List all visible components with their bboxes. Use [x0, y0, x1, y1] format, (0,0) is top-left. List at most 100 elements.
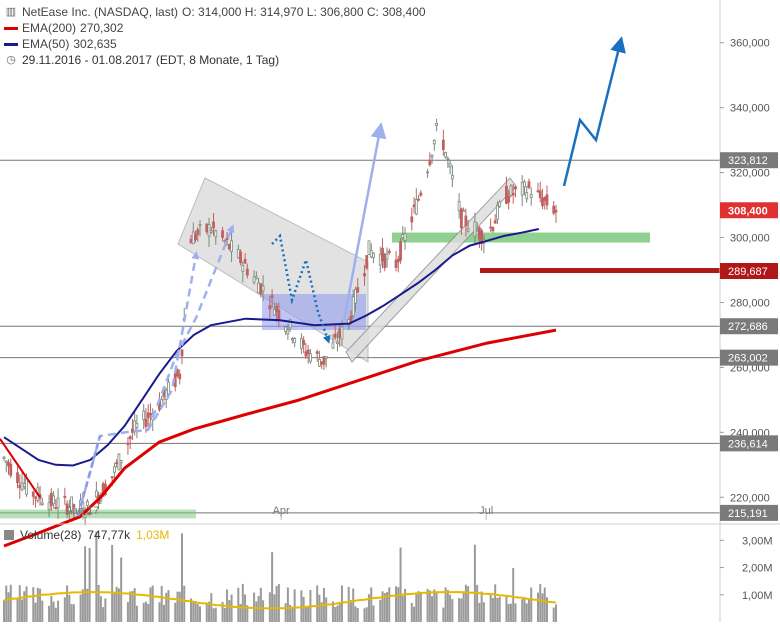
candle-body — [462, 210, 466, 212]
clock-icon: ◷ — [6, 54, 16, 66]
y-tick-label: 220,000 — [730, 492, 770, 504]
volume-bar — [9, 584, 12, 622]
volume-bar — [210, 593, 213, 622]
volume-bar — [381, 591, 384, 622]
candle-body — [4, 460, 8, 463]
volume-bar — [16, 599, 19, 622]
volume-bar — [277, 584, 280, 622]
volume-bar — [304, 607, 307, 622]
volume-bar — [325, 597, 328, 622]
candle-body — [545, 194, 549, 206]
downtrend-line — [0, 438, 41, 498]
volume-bar — [41, 600, 44, 622]
candle-body — [293, 337, 297, 343]
candle-body — [288, 319, 292, 329]
volume-bar — [84, 546, 87, 622]
support-zone — [392, 232, 650, 243]
candle-body — [394, 259, 398, 268]
volume-bar — [149, 587, 152, 622]
volume-bar — [379, 599, 382, 622]
candle-body — [72, 504, 76, 508]
candle-body — [491, 227, 495, 232]
volume-bar — [50, 595, 53, 622]
candle-body — [363, 273, 366, 277]
volume-bar — [356, 607, 359, 622]
volume-bar — [190, 598, 193, 622]
period-detail: (EDT, 8 Monate, 1 Tag) — [155, 53, 280, 67]
volume-bar — [144, 601, 147, 622]
candle-body — [164, 389, 168, 400]
candle-body — [552, 205, 556, 214]
candle-body — [496, 205, 499, 220]
candle-body — [85, 501, 89, 506]
volume-bar — [433, 589, 436, 622]
y-tick-label: 300,000 — [730, 233, 770, 245]
volume-bar — [275, 585, 278, 622]
candle-body — [387, 250, 391, 253]
ema50-swatch — [4, 42, 18, 46]
volume-bar — [54, 607, 57, 622]
legend-ema200-row[interactable]: EMA(200) 270,302 — [4, 20, 426, 36]
candle-body — [527, 181, 531, 188]
candle-body — [498, 201, 502, 207]
volume-bar — [482, 602, 485, 622]
candle-body — [396, 258, 400, 263]
candle-body — [448, 163, 452, 168]
volume-bar — [451, 599, 454, 622]
y-tick-label: 320,000 — [730, 168, 770, 180]
candle-body — [22, 483, 26, 487]
volume-bar — [239, 603, 242, 622]
volume-value: 747,77k — [87, 528, 131, 542]
candle-body — [351, 296, 355, 317]
volume-bar — [491, 598, 494, 622]
volume-bar — [48, 605, 51, 622]
volume-bar — [338, 603, 341, 622]
volume-bar — [367, 594, 370, 622]
volume-bar — [496, 597, 499, 622]
candle-body — [2, 456, 6, 459]
arrow-layer — [76, 36, 626, 517]
candle-body — [209, 230, 213, 233]
candle-body — [142, 410, 146, 421]
volume-bar — [18, 585, 21, 622]
candle-body — [475, 229, 479, 232]
volume-bar — [530, 587, 533, 622]
volume-bar — [397, 587, 400, 622]
candle-body — [525, 192, 529, 200]
volume-bar — [262, 600, 265, 622]
level-label: 215,191 — [728, 508, 768, 520]
level-label: 272,686 — [728, 321, 768, 333]
candle-body — [385, 253, 389, 260]
candle-body — [336, 341, 339, 344]
candle-layer — [2, 118, 558, 526]
projection-wave-1 — [76, 251, 200, 517]
volume-bar — [284, 603, 287, 622]
volume-bar — [370, 587, 373, 622]
volume-bar — [199, 606, 202, 622]
candle-body — [523, 181, 526, 188]
volume-bar — [39, 588, 42, 622]
volume-bar — [36, 587, 39, 622]
ema200-swatch — [4, 26, 18, 30]
volume-bar — [363, 608, 366, 622]
ema50-label: EMA(50) — [22, 37, 70, 51]
volume-bar — [117, 588, 120, 622]
candle-body — [372, 252, 375, 258]
volume-bar — [302, 596, 305, 622]
volume-bar — [401, 595, 404, 622]
candle-body — [144, 418, 148, 427]
candle-body — [47, 502, 51, 511]
volume-bar — [241, 583, 244, 622]
candle-body — [318, 358, 321, 367]
legend-ema50-row[interactable]: EMA(50) 302,635 — [4, 36, 426, 52]
volume-bar — [3, 600, 5, 622]
candle-body — [369, 249, 373, 258]
candle-body — [167, 381, 170, 395]
candle-body — [261, 285, 265, 292]
volume-bar — [246, 605, 249, 622]
candle-body — [18, 484, 22, 489]
candle-body — [309, 353, 312, 362]
candle-body — [214, 230, 218, 238]
